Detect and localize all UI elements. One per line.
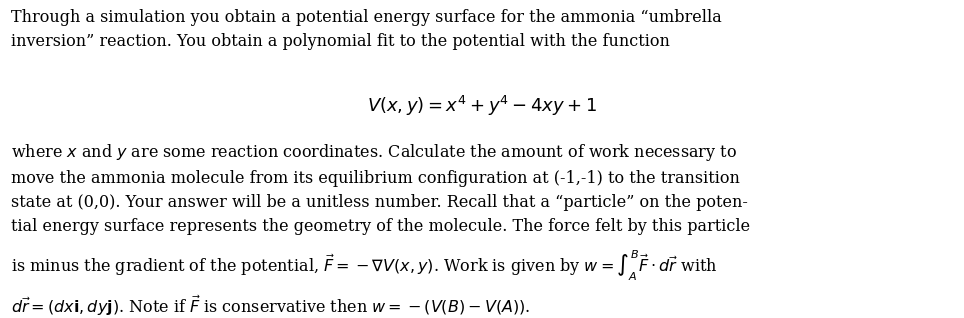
Text: Through a simulation you obtain a potential energy surface for the ammonia “umbr: Through a simulation you obtain a potent… <box>11 9 722 50</box>
Text: $V(x,y) = x^4 + y^4 - 4xy + 1$: $V(x,y) = x^4 + y^4 - 4xy + 1$ <box>367 93 597 118</box>
Text: where $x$ and $y$ are some reaction coordinates. Calculate the amount of work ne: where $x$ and $y$ are some reaction coor… <box>11 142 750 318</box>
